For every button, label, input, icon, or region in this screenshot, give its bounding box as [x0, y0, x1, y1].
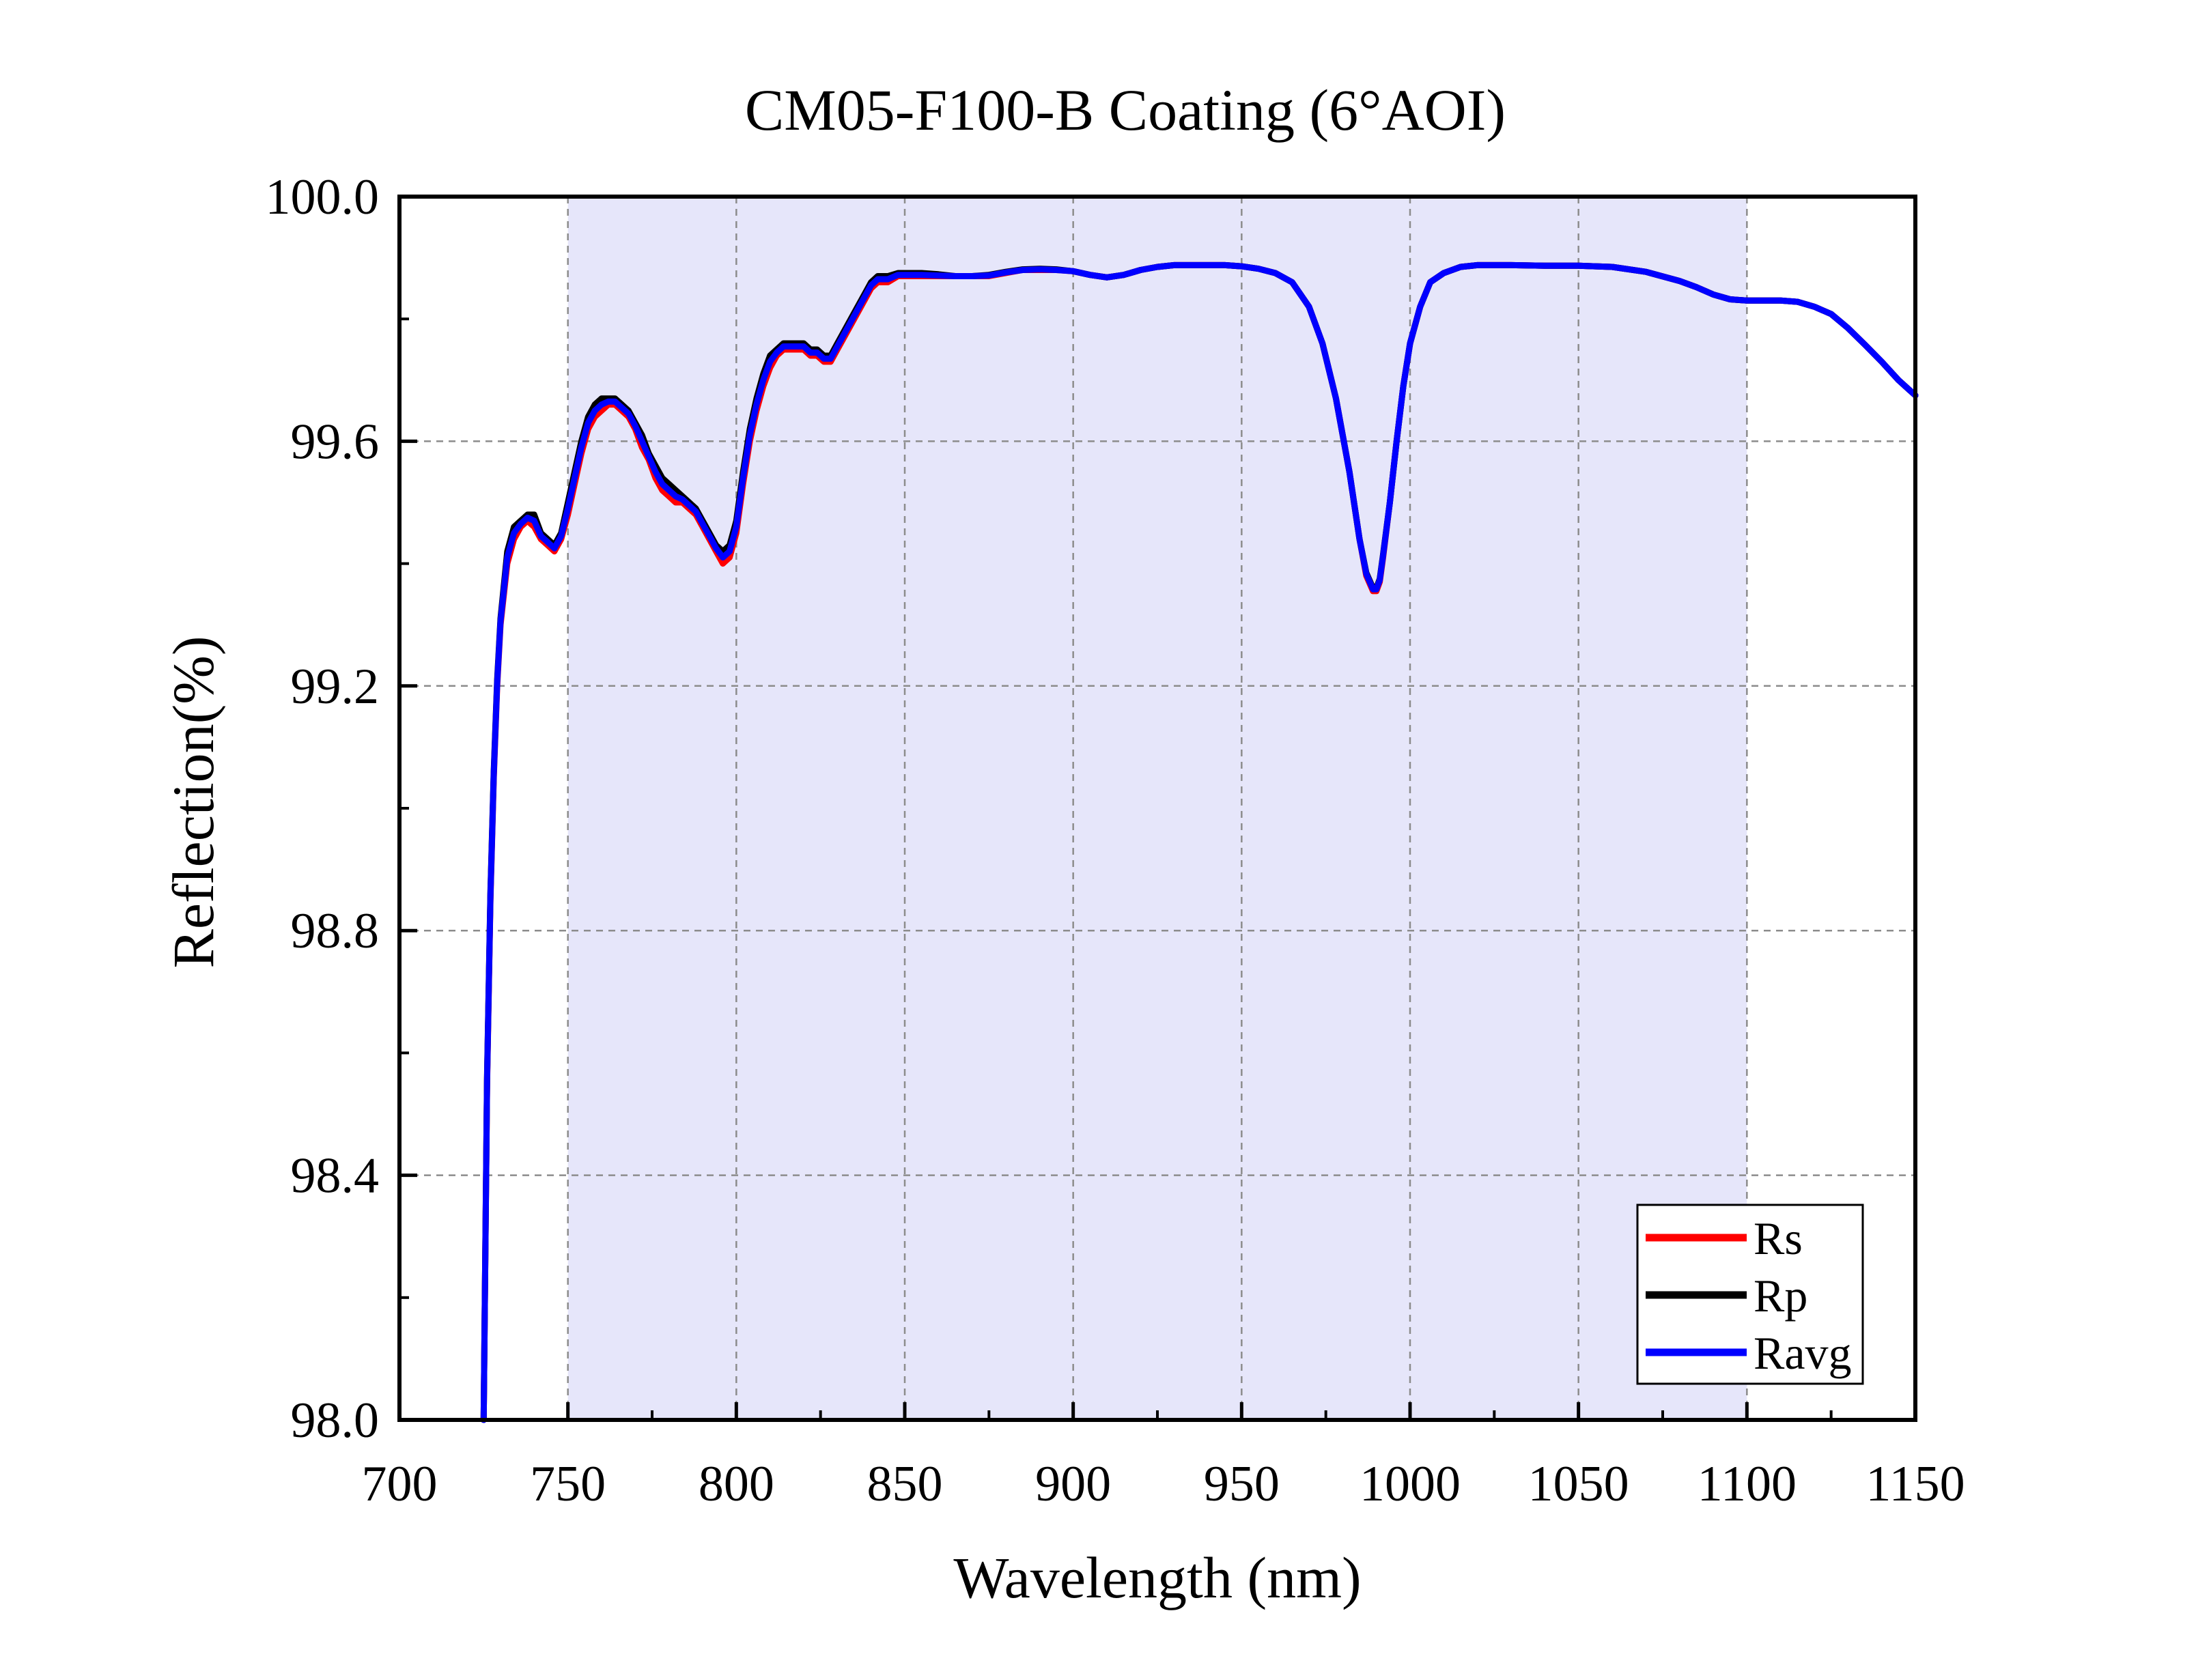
x-tick-label: 1050	[1528, 1456, 1629, 1512]
x-tick-label: 1100	[1698, 1456, 1797, 1512]
legend-label-ravg: Ravg	[1754, 1327, 1852, 1379]
x-tick-label: 950	[1204, 1456, 1280, 1512]
legend-label-rs: Rs	[1754, 1212, 1803, 1264]
x-tick-label: 850	[867, 1456, 943, 1512]
gridlines	[399, 197, 1915, 1420]
x-axis-label: Wavelength (nm)	[953, 1545, 1361, 1610]
legend-label-rp: Rp	[1754, 1270, 1807, 1322]
x-tick-label: 700	[362, 1456, 438, 1512]
x-tick-label: 1150	[1866, 1456, 1965, 1512]
shaded-band	[567, 197, 1747, 1420]
x-tick-label: 900	[1035, 1456, 1111, 1512]
y-axis-label: Reflection(%)	[160, 636, 226, 968]
series-line-ravg	[480, 261, 1919, 1423]
x-tick-label: 1000	[1360, 1456, 1461, 1512]
y-tick-label: 100.0	[266, 169, 380, 225]
series-lines	[480, 261, 1919, 1423]
tick-labels: 700 750 800 850 900 950 1000 1050 1100 1150 98.0 98…	[266, 169, 1965, 1512]
x-tick-label: 750	[530, 1456, 606, 1512]
y-tick-label: 99.6	[291, 414, 380, 470]
x-tick-label: 800	[699, 1456, 774, 1512]
y-tick-label: 98.4	[291, 1148, 380, 1204]
y-tick-label: 98.0	[291, 1393, 380, 1449]
plot-frame	[397, 195, 1917, 1422]
chart-title: CM05-F100-B Coating (6°AOI)	[745, 77, 1506, 143]
y-tick-label: 98.8	[291, 903, 380, 959]
y-tick-label: 99.2	[291, 659, 380, 715]
